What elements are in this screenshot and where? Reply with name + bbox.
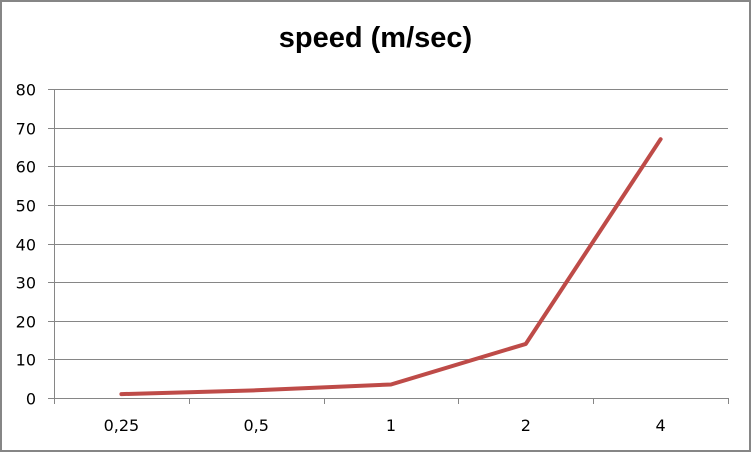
series-line	[119, 137, 663, 397]
y-tick-label: 0	[26, 390, 36, 409]
x-tick-label: 2	[521, 416, 531, 435]
y-tick-label: 60	[16, 158, 36, 177]
chart-title: speed (m/sec)	[278, 22, 473, 54]
x-tick-label: 1	[386, 416, 396, 435]
y-tick-label: 50	[16, 197, 36, 216]
y-tick-label: 70	[16, 120, 36, 139]
x-tick-label: 4	[656, 416, 666, 435]
y-tick-label: 80	[16, 81, 36, 100]
y-axis-labels: 0 10 20 30 40 50 60 70 80	[16, 81, 36, 409]
data-series	[119, 137, 663, 397]
x-tick-label: 0,25	[104, 416, 140, 435]
x-axis-labels: 0,25 0,5 1 2 4	[104, 416, 666, 435]
y-tick-label: 20	[16, 313, 36, 332]
axes	[48, 89, 729, 404]
gridlines	[48, 89, 728, 360]
x-tick-label: 0,5	[243, 416, 268, 435]
y-tick-label: 30	[16, 274, 36, 293]
y-tick-label: 40	[16, 236, 36, 255]
y-tick-label: 10	[16, 351, 36, 370]
